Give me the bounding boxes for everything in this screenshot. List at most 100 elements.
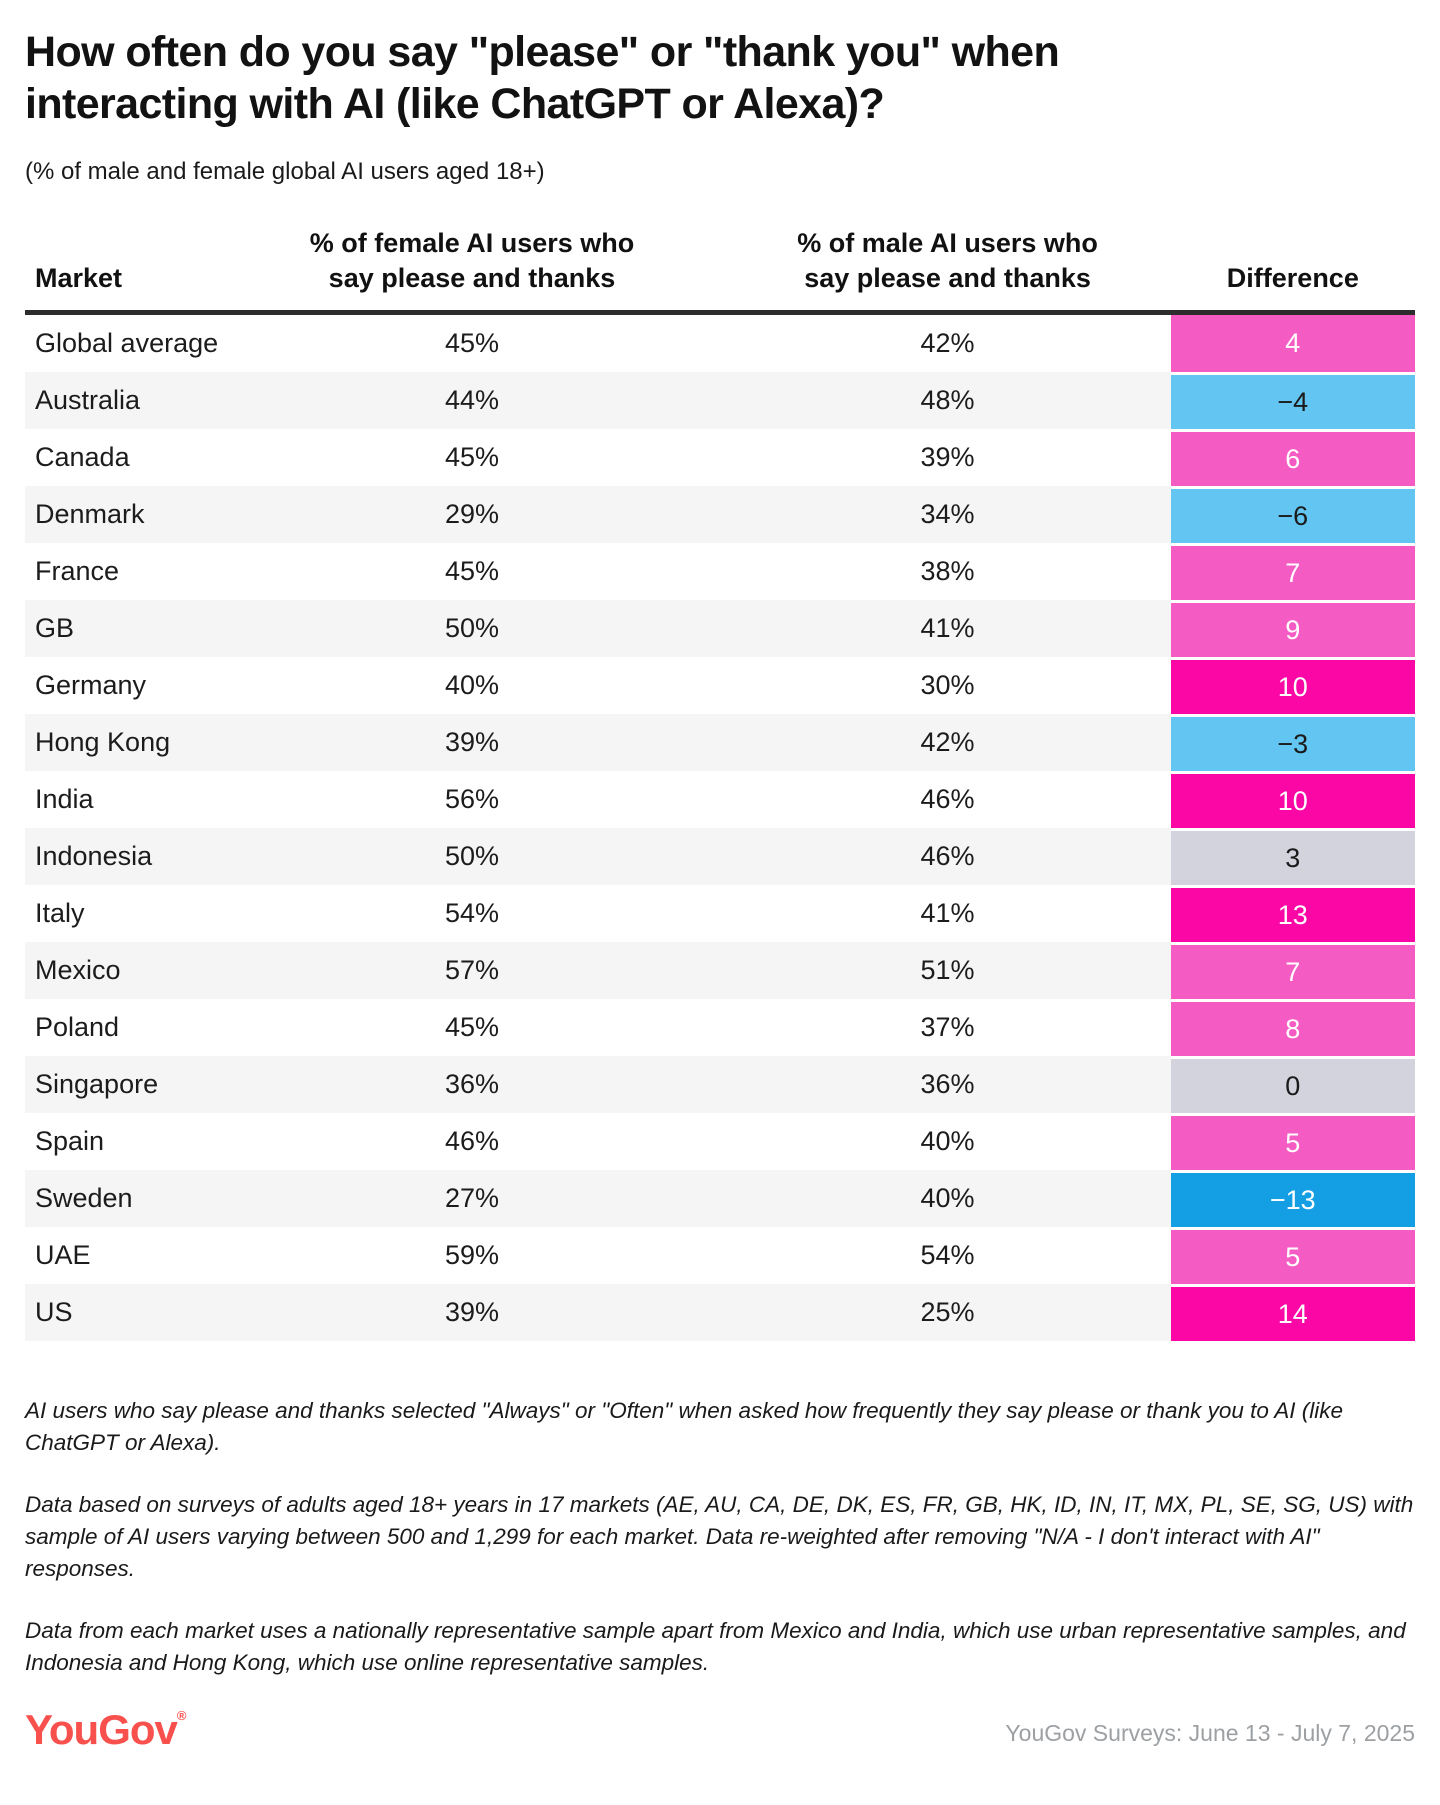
male-pct-cell: 46% <box>920 784 975 815</box>
male-pct-cell: 48% <box>920 385 975 416</box>
female-pct-cell: 39% <box>445 1297 500 1328</box>
male-pct-cell: 25% <box>920 1297 975 1328</box>
difference-cell: 4 <box>1170 315 1415 373</box>
female-pct-cell: 44% <box>445 385 500 416</box>
table-row: Poland 45% 37% 8 <box>25 999 1415 1057</box>
subtitle: (% of male and female global AI users ag… <box>25 157 545 185</box>
col-header-female-pct: % of female AI users who say please and … <box>309 227 635 293</box>
difference-cell: 6 <box>1170 429 1415 487</box>
male-pct-cell: 38% <box>920 556 975 587</box>
female-pct-cell: 50% <box>445 841 500 872</box>
market-cell: Sweden <box>35 1183 133 1214</box>
market-cell: Canada <box>35 442 130 473</box>
male-pct-cell: 54% <box>920 1240 975 1271</box>
female-pct-cell: 29% <box>445 499 500 530</box>
market-cell: India <box>35 784 94 815</box>
difference-cell: 7 <box>1170 942 1415 1000</box>
col-header-male-pct: % of male AI users who say please and th… <box>797 227 1098 293</box>
table-row: India 56% 46% 10 <box>25 771 1415 829</box>
market-cell: France <box>35 556 120 587</box>
difference-cell: 10 <box>1170 771 1415 829</box>
table-row: Global average 45% 42% 4 <box>25 315 1415 373</box>
table-row: Canada 45% 39% 6 <box>25 429 1415 487</box>
difference-cell: 5 <box>1170 1227 1415 1285</box>
table-row: Italy 54% 41% 13 <box>25 885 1415 943</box>
female-pct-cell: 50% <box>445 613 500 644</box>
male-pct-cell: 40% <box>920 1126 975 1157</box>
difference-cell: 9 <box>1170 600 1415 658</box>
table-row: US 39% 25% 14 <box>25 1284 1415 1342</box>
male-pct-cell: 41% <box>920 613 975 644</box>
table-row: Germany 40% 30% 10 <box>25 657 1415 715</box>
table-row: Spain 46% 40% 5 <box>25 1113 1415 1171</box>
market-cell: Mexico <box>35 955 121 986</box>
difference-cell: 5 <box>1170 1113 1415 1171</box>
table-row: Australia 44% 48% −4 <box>25 372 1415 430</box>
table-row: UAE 59% 54% 5 <box>25 1227 1415 1285</box>
female-pct-cell: 57% <box>445 955 500 986</box>
source-date-line: YouGov Surveys: June 13 - July 7, 2025 <box>1005 1719 1415 1746</box>
difference-cell: 7 <box>1170 543 1415 601</box>
market-cell: Spain <box>35 1126 105 1157</box>
male-pct-cell: 36% <box>920 1069 975 1100</box>
male-pct-cell: 51% <box>920 955 975 986</box>
footnote-methodology: Data based on surveys of adults aged 18+… <box>25 1491 1414 1581</box>
female-pct-cell: 45% <box>445 556 500 587</box>
male-pct-cell: 30% <box>920 670 975 701</box>
table-header: Market % of female AI users who say plea… <box>25 226 1415 316</box>
male-pct-cell: 40% <box>920 1183 975 1214</box>
female-pct-cell: 45% <box>445 442 500 473</box>
infographic: How often do you say "please" or "thank … <box>25 28 1415 1753</box>
difference-cell: 8 <box>1170 999 1415 1057</box>
female-pct-cell: 45% <box>445 1012 500 1043</box>
female-pct-cell: 46% <box>445 1126 500 1157</box>
difference-cell: −6 <box>1170 486 1415 544</box>
female-pct-cell: 27% <box>445 1183 500 1214</box>
female-pct-cell: 45% <box>445 328 500 359</box>
col-header-difference: Difference <box>1226 263 1359 293</box>
yougov-logo-text: YouGov <box>25 1705 178 1753</box>
market-cell: Global average <box>35 328 219 359</box>
difference-cell: 14 <box>1170 1284 1415 1342</box>
female-pct-cell: 40% <box>445 670 500 701</box>
difference-cell: −3 <box>1170 714 1415 772</box>
market-cell: Poland <box>35 1012 120 1043</box>
market-cell: UAE <box>35 1240 91 1271</box>
market-cell: Australia <box>35 385 141 416</box>
female-pct-cell: 59% <box>445 1240 500 1271</box>
difference-cell: 0 <box>1170 1056 1415 1114</box>
difference-cell: 10 <box>1170 657 1415 715</box>
market-cell: Italy <box>35 898 85 929</box>
difference-cell: −13 <box>1170 1170 1415 1228</box>
female-pct-cell: 36% <box>445 1069 500 1100</box>
table-row: France 45% 38% 7 <box>25 543 1415 601</box>
registered-trademark-mark: ® <box>176 1707 187 1723</box>
male-pct-cell: 42% <box>920 727 975 758</box>
table-row: Indonesia 50% 46% 3 <box>25 828 1415 886</box>
market-cell: Hong Kong <box>35 727 171 758</box>
market-cell: GB <box>35 613 75 644</box>
market-cell: Denmark <box>35 499 145 530</box>
female-pct-cell: 39% <box>445 727 500 758</box>
difference-cell: −4 <box>1170 372 1415 430</box>
female-pct-cell: 56% <box>445 784 500 815</box>
table-row: Mexico 57% 51% 7 <box>25 942 1415 1000</box>
market-cell: Singapore <box>35 1069 159 1100</box>
female-pct-cell: 54% <box>445 898 500 929</box>
male-pct-cell: 37% <box>920 1012 975 1043</box>
table-row: Denmark 29% 34% −6 <box>25 486 1415 544</box>
market-cell: Indonesia <box>35 841 153 872</box>
male-pct-cell: 41% <box>920 898 975 929</box>
yougov-logo: YouGov® <box>25 1705 187 1753</box>
difference-cell: 13 <box>1170 885 1415 943</box>
market-cell: Germany <box>35 670 147 701</box>
footer: YouGov® YouGov Surveys: June 13 - July 7… <box>25 1705 1415 1753</box>
market-cell: US <box>35 1297 73 1328</box>
table-row: Singapore 36% 36% 0 <box>25 1056 1415 1114</box>
difference-cell: 3 <box>1170 828 1415 886</box>
table-row: Sweden 27% 40% −13 <box>25 1170 1415 1228</box>
male-pct-cell: 39% <box>920 442 975 473</box>
footnote-samples: Data from each market uses a nationally … <box>25 1617 1406 1675</box>
male-pct-cell: 46% <box>920 841 975 872</box>
table-row: Hong Kong 39% 42% −3 <box>25 714 1415 772</box>
